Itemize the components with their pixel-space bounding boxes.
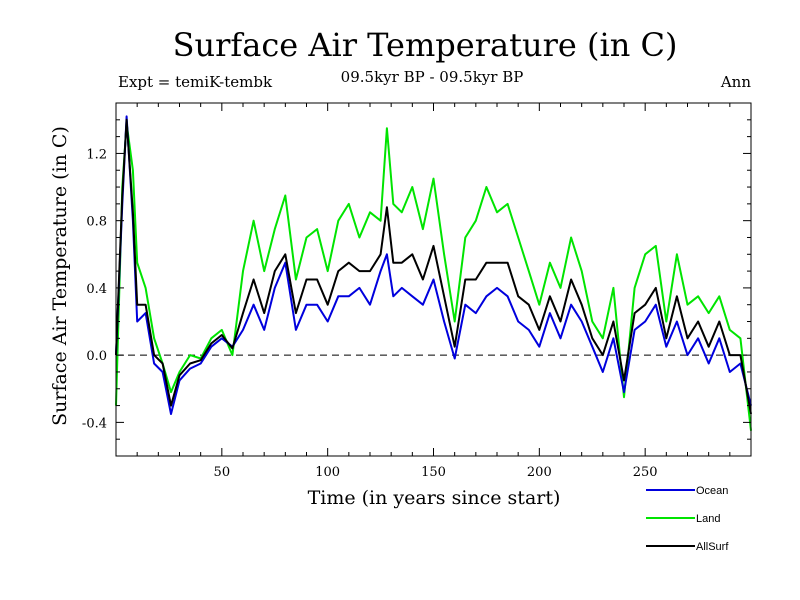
x-tick-label: 150 [421, 465, 446, 480]
y-tick-label: 0.0 [86, 349, 107, 364]
y-tick-label: 0.4 [86, 282, 107, 297]
x-tick-label: 100 [315, 465, 340, 480]
y-tick-label: 0.8 [86, 215, 107, 230]
y-axis-label: Surface Air Temperature (in C) [49, 126, 71, 426]
series-line-allsurf [115, 118, 752, 415]
x-tick-label: 200 [527, 465, 552, 480]
period-label: 09.5kyr BP - 09.5kyr BP [341, 68, 524, 86]
plot-area: -0.4 0.0 0.4 0.8 1.2 50 100 150 200 250 [82, 102, 752, 480]
chart-title: Surface Air Temperature (in C) [173, 26, 678, 64]
y-tick-label: -0.4 [82, 416, 107, 431]
y-tick-label: 1.2 [86, 147, 107, 162]
legend: Ocean Land AllSurf [646, 485, 729, 553]
legend-label-ocean: Ocean [696, 485, 728, 497]
legend-label-land: Land [696, 513, 720, 525]
season-label: Ann [720, 73, 751, 91]
legend-label-allsurf: AllSurf [696, 541, 729, 553]
x-axis-label: Time (in years since start) [308, 487, 561, 509]
x-tick-label: 50 [214, 465, 231, 480]
series-line-ocean [115, 115, 752, 415]
series-line-land [115, 122, 752, 431]
x-tick-label: 250 [633, 465, 658, 480]
experiment-label: Expt = temiK-tembk [118, 73, 273, 91]
